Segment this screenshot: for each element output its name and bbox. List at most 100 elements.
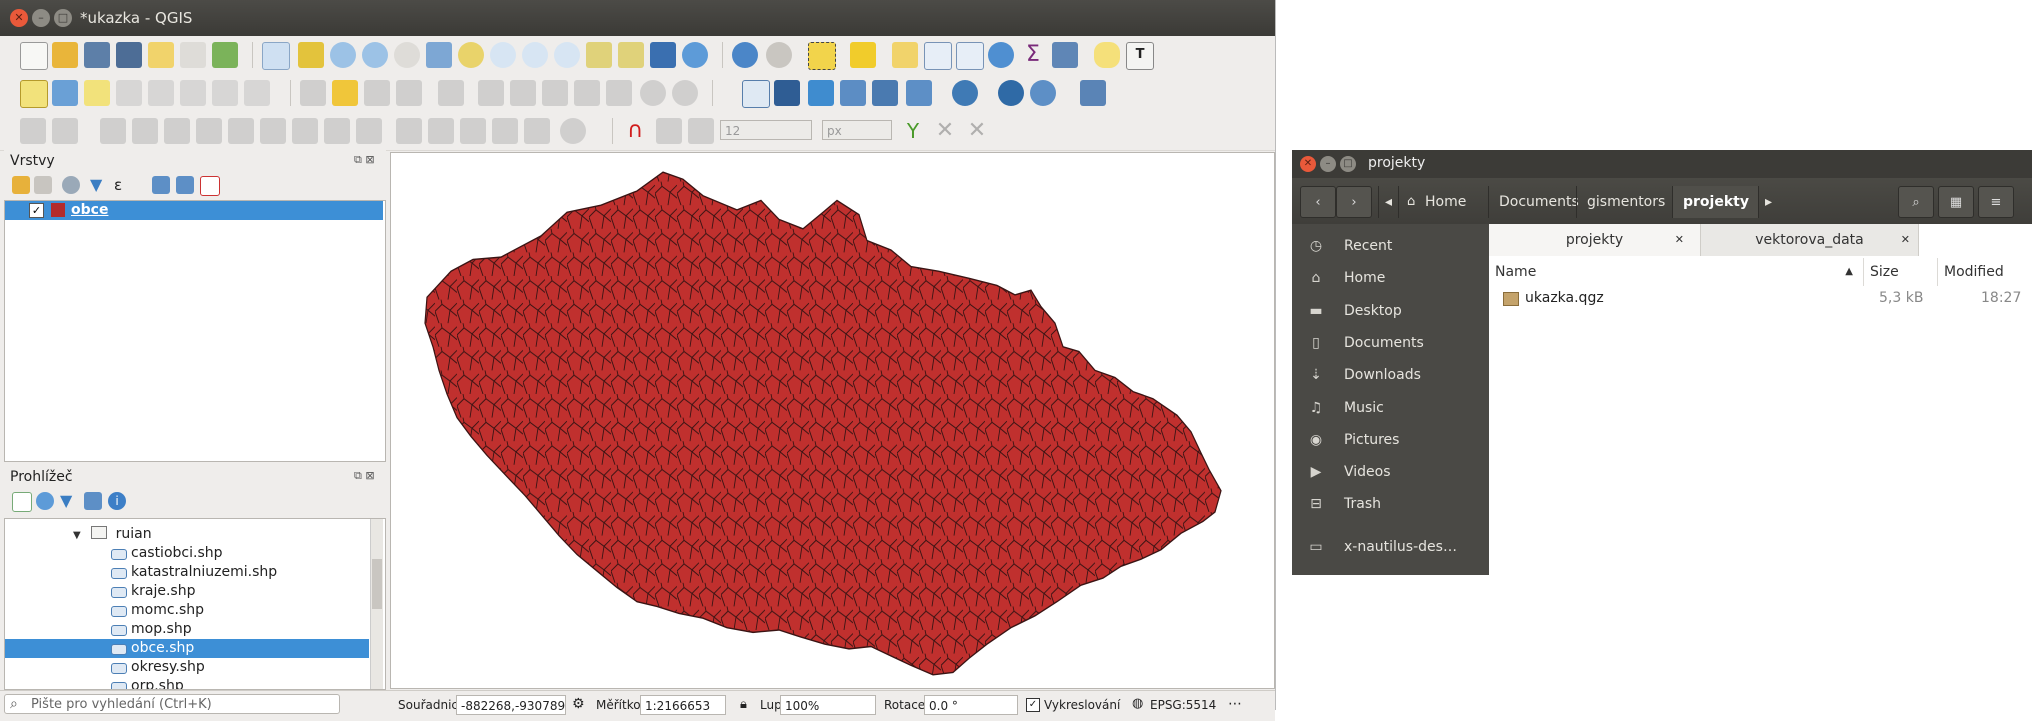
sidebar-item-trash[interactable]: ⊟ Trash — [1292, 488, 1489, 520]
browser-scrollbar[interactable] — [370, 519, 383, 689]
move-feature-icon[interactable] — [52, 118, 78, 144]
browser-collapse-icon[interactable] — [84, 492, 102, 510]
expand-all-icon[interactable] — [152, 176, 170, 194]
redo-icon[interactable] — [672, 80, 698, 106]
layout-manager-icon[interactable] — [180, 42, 206, 68]
scrollbar-thumb[interactable] — [372, 559, 382, 609]
tab-projekty[interactable]: projekty ✕ — [1489, 224, 1701, 256]
zoom-next-icon[interactable] — [554, 42, 580, 68]
snapping-intersection-icon[interactable]: ✕ — [967, 118, 987, 143]
tab-vektorova-data[interactable]: vektorova_data ✕ — [1701, 224, 1919, 256]
sidebar-item-recent[interactable]: ◷ Recent — [1292, 230, 1489, 262]
breadcrumb-home[interactable]: ⌂ Home — [1398, 186, 1488, 218]
add-group-icon[interactable] — [34, 176, 52, 194]
delete-ring-icon[interactable] — [260, 118, 286, 144]
attribute-table-icon[interactable] — [924, 42, 952, 70]
properties-info-icon[interactable]: i — [108, 492, 126, 510]
pin-label-icon[interactable] — [84, 80, 110, 106]
diagram-icon[interactable] — [52, 80, 78, 106]
split-parts-icon[interactable] — [428, 118, 454, 144]
pan-to-selection-icon[interactable] — [298, 42, 324, 68]
panel-float-close-icon[interactable]: ⧉ ⊠ — [354, 469, 375, 482]
breadcrumb-documents[interactable]: Documents — [1488, 186, 1579, 218]
merge-attributes-icon[interactable] — [492, 118, 518, 144]
label-properties-icon[interactable] — [244, 80, 270, 106]
change-label-icon[interactable] — [212, 80, 238, 106]
layer-styling-icon[interactable] — [12, 176, 30, 194]
vertex-tool-icon[interactable] — [438, 80, 464, 106]
toggle-editing-icon[interactable] — [332, 80, 358, 106]
show-hide-label-icon[interactable] — [116, 80, 142, 106]
zoom-full-icon[interactable] — [426, 42, 452, 68]
maximize-icon[interactable]: □ — [54, 9, 72, 27]
save-edits-icon[interactable] — [364, 80, 390, 106]
processing-toolbox-icon[interactable] — [988, 42, 1014, 68]
rotate-symbols-icon[interactable] — [524, 118, 550, 144]
offset-symbols-icon[interactable] — [560, 118, 586, 144]
add-delimited-text-icon[interactable] — [808, 80, 834, 106]
file-row[interactable]: ukazka.qgz 5,3 kB 18:27 — [1489, 286, 2030, 310]
style-manager-icon[interactable] — [212, 42, 238, 68]
add-gps-layer-icon[interactable] — [1080, 80, 1106, 106]
snapping-layers-icon[interactable] — [656, 118, 682, 144]
merge-features-icon[interactable] — [460, 118, 486, 144]
save-project-icon[interactable] — [84, 42, 110, 68]
move-label-icon[interactable] — [148, 80, 174, 106]
magnifier-spinbox[interactable]: 100% — [780, 695, 876, 715]
close-icon[interactable]: ✕ — [10, 9, 28, 27]
render-checkbox[interactable]: ✓ — [1026, 698, 1040, 712]
collapse-all-icon[interactable] — [176, 176, 194, 194]
deselect-icon[interactable] — [892, 42, 918, 68]
close-tab-icon[interactable]: ✕ — [1674, 233, 1684, 246]
topological-editing-icon[interactable]: Y — [906, 119, 920, 143]
snapping-magnet-icon[interactable]: ∩ — [626, 118, 644, 143]
snapping-unit-select[interactable]: px — [822, 120, 892, 140]
sidebar-item-music[interactable]: ♫ Music — [1292, 392, 1489, 424]
browser-item[interactable]: momc.shp — [5, 601, 369, 620]
zoom-selection-icon[interactable] — [458, 42, 484, 68]
browser-refresh-icon[interactable] — [36, 492, 54, 510]
new-bookmark-icon[interactable] — [586, 42, 612, 68]
modify-attributes-icon[interactable] — [478, 80, 504, 106]
show-bookmarks-icon[interactable] — [618, 42, 644, 68]
action-icon[interactable] — [766, 42, 792, 68]
browser-item[interactable]: obce.shp — [5, 639, 369, 658]
minimize-icon[interactable]: – — [1320, 156, 1336, 172]
add-raster-icon[interactable] — [774, 80, 800, 106]
view-grid-button[interactable]: ▦ — [1938, 186, 1974, 218]
rotate-label-icon[interactable] — [180, 80, 206, 106]
add-part-icon[interactable] — [196, 118, 222, 144]
panel-float-close-icon[interactable]: ⧉ ⊠ — [354, 153, 375, 166]
filter-expression-icon[interactable]: ε — [114, 176, 123, 194]
forward-button[interactable]: › — [1336, 186, 1372, 218]
minimize-icon[interactable]: – — [32, 9, 50, 27]
add-feature-icon[interactable] — [396, 80, 422, 106]
close-tab-icon[interactable]: ✕ — [1900, 233, 1910, 246]
back-button[interactable]: ‹ — [1300, 186, 1336, 218]
text-annotation-icon[interactable]: T — [1126, 42, 1154, 70]
add-ring-icon[interactable] — [164, 118, 190, 144]
lock-scale-icon[interactable]: 🔒︎ — [740, 697, 747, 712]
snapping-tolerance-input[interactable]: 12 — [720, 120, 812, 140]
zoom-in-icon[interactable] — [330, 42, 356, 68]
label-icon[interactable] — [20, 80, 48, 108]
sidebar-item-documents[interactable]: ▯ Documents — [1292, 327, 1489, 359]
map-tips-icon[interactable] — [1094, 42, 1120, 68]
column-name[interactable]: Name ▲ — [1489, 258, 1864, 286]
delete-selected-icon[interactable] — [510, 80, 536, 106]
select-features-icon[interactable] — [808, 42, 836, 70]
remove-layer-icon[interactable] — [200, 176, 220, 196]
digitizing-panel-icon[interactable] — [20, 118, 46, 144]
new-project-icon[interactable] — [20, 42, 48, 70]
map-canvas[interactable] — [390, 152, 1275, 689]
coordinate-field[interactable]: -882268,-930789 — [456, 695, 566, 715]
close-icon[interactable]: ✕ — [1300, 156, 1316, 172]
select-by-value-icon[interactable] — [850, 42, 876, 68]
path-left-arrow[interactable]: ◂ — [1378, 186, 1398, 218]
delete-part-icon[interactable] — [292, 118, 318, 144]
copy-features-icon[interactable] — [574, 80, 600, 106]
path-right-arrow[interactable]: ▸ — [1758, 186, 1778, 218]
sidebar-item-x-nautilus-des-[interactable]: ▭ x-nautilus-des… — [1292, 531, 1489, 563]
add-postgis-icon[interactable] — [872, 80, 898, 106]
layer-name[interactable]: obce — [71, 202, 109, 218]
